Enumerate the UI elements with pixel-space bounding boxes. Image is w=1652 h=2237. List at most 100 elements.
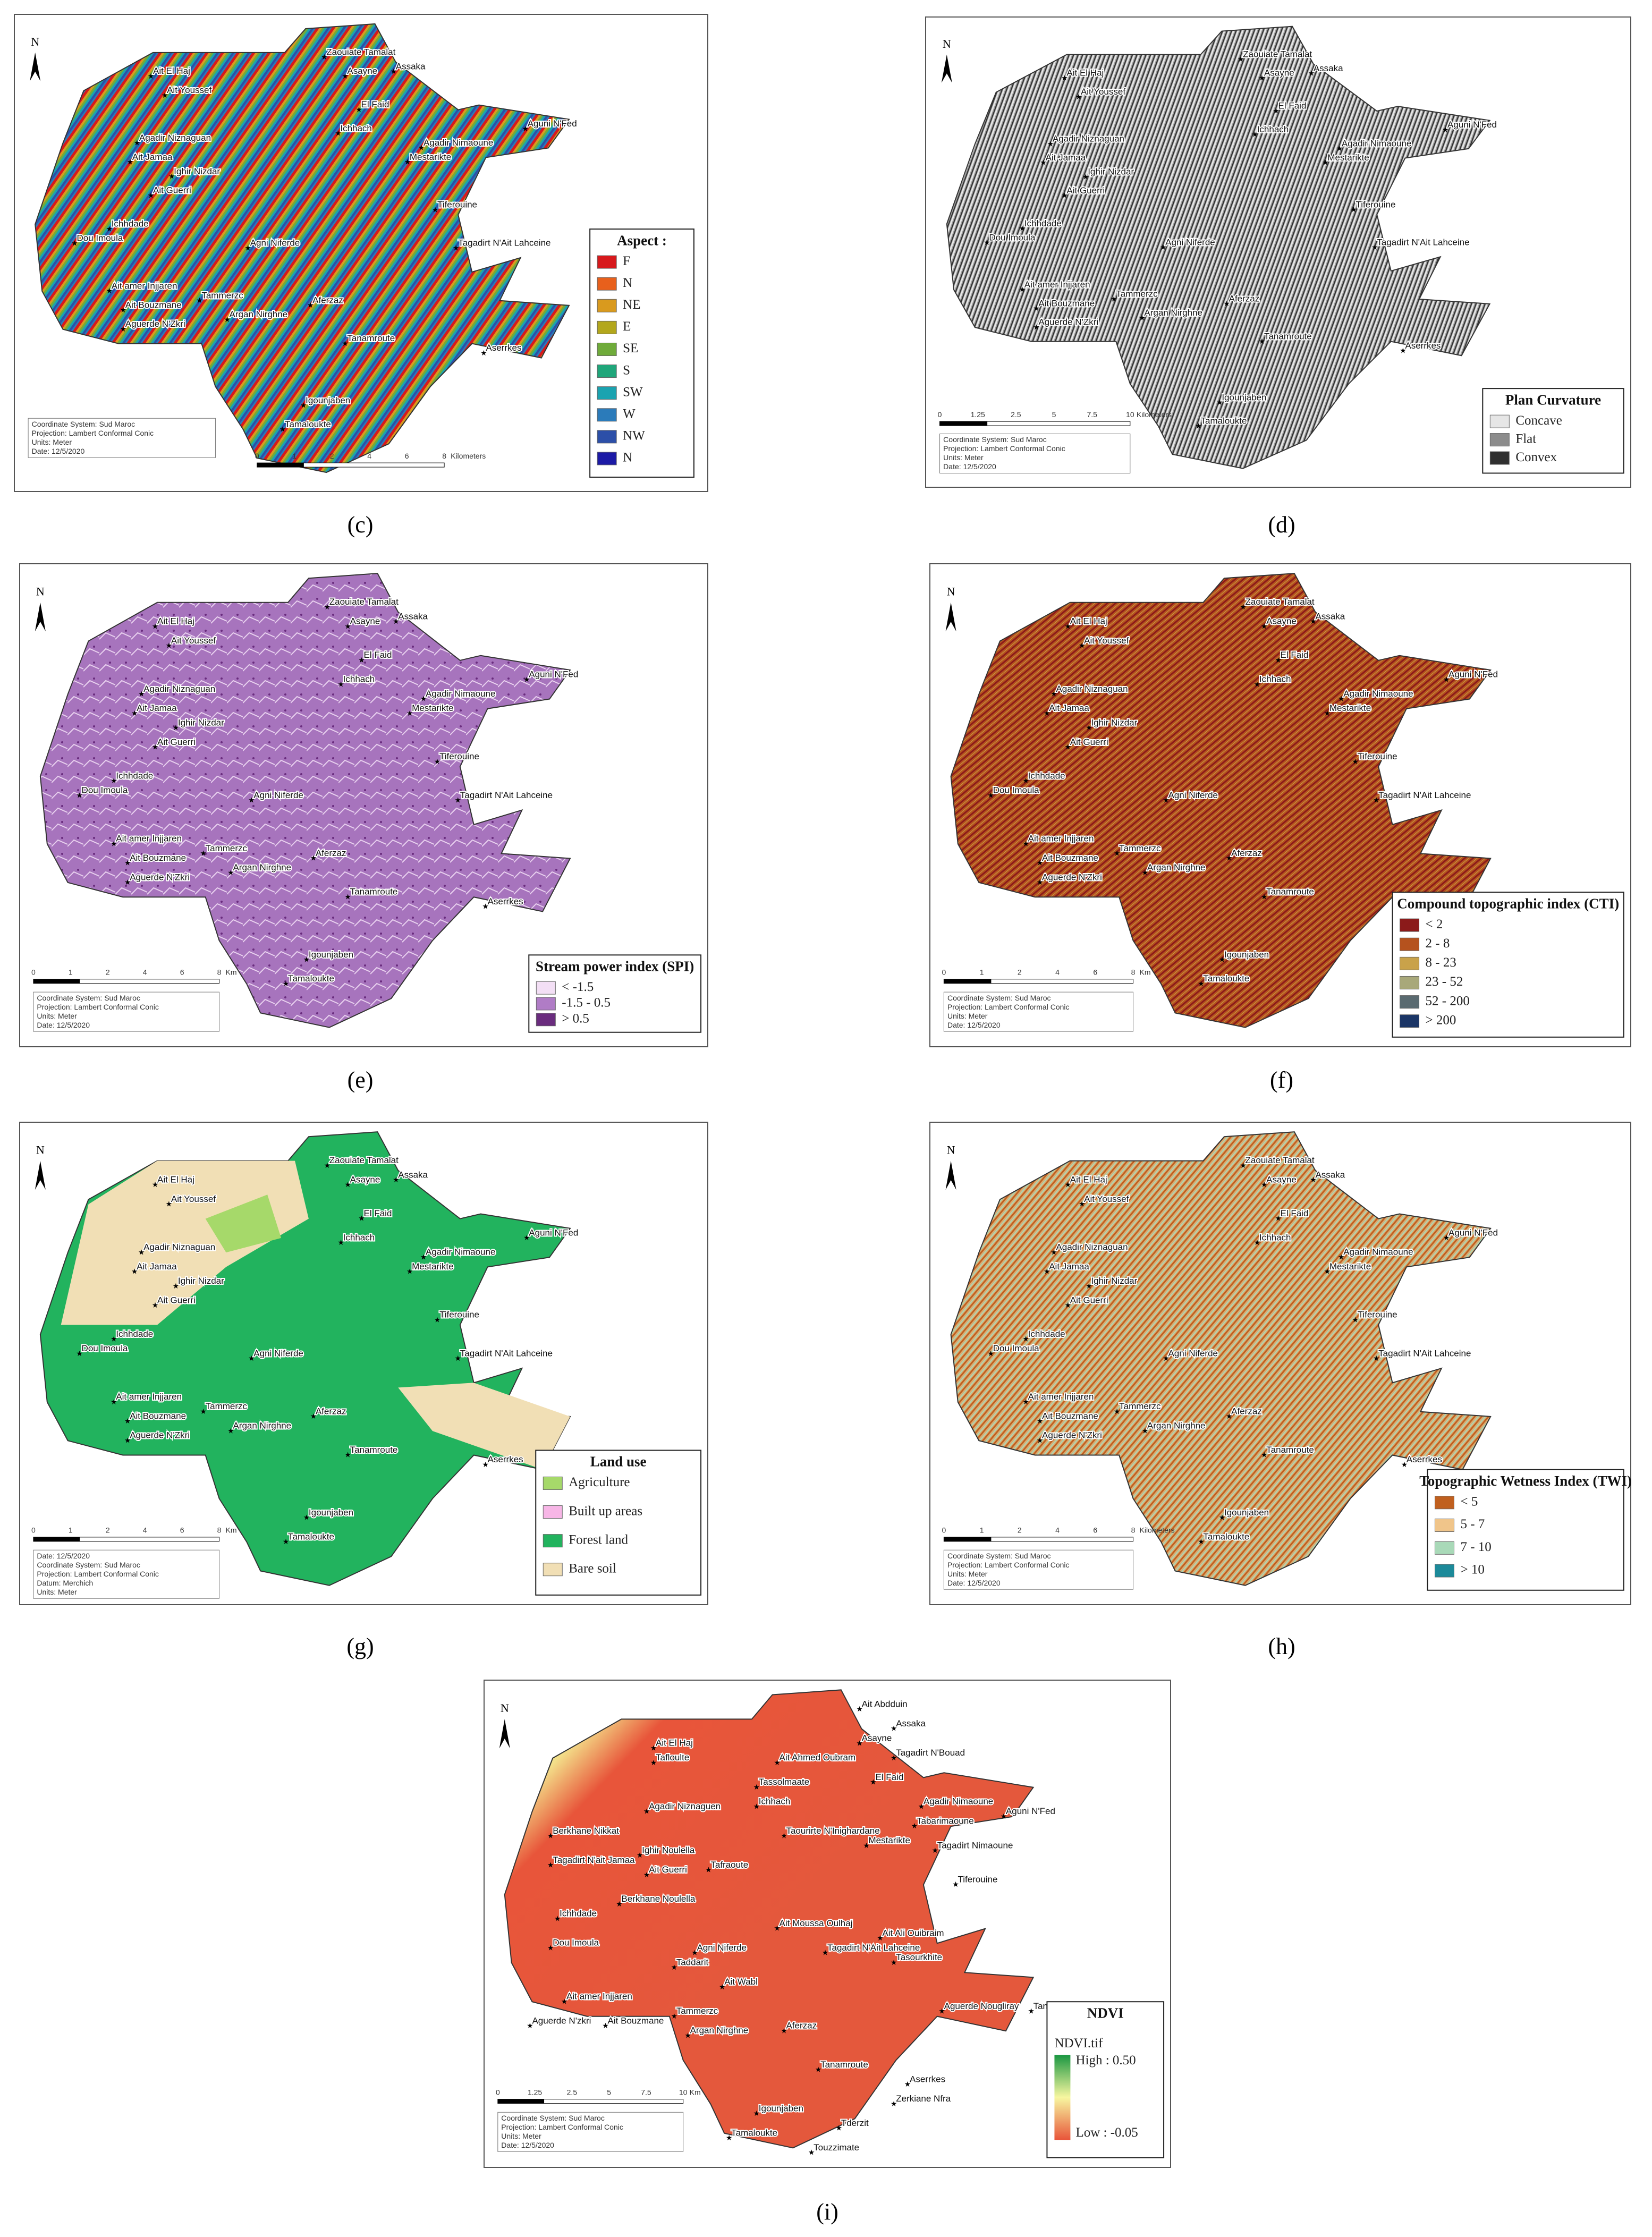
scale-label: 1.25: [528, 2088, 542, 2096]
place-label: Igounjaben: [306, 395, 350, 405]
place-label: Tanamroute: [820, 2060, 868, 2070]
place-label: Ichhach: [343, 674, 375, 684]
place-label: Tagadirt N'Ait Lahceine: [1378, 790, 1471, 800]
place-label: Ait El Haj: [1070, 616, 1107, 626]
place-label: Tanamroute: [347, 333, 395, 343]
place-label: Mestarikte: [412, 1261, 453, 1272]
place-label: Aferzaz: [1231, 1406, 1262, 1416]
place-marker: ★: [337, 681, 344, 689]
place-label: Tamaloukte: [1203, 1531, 1249, 1541]
place-label: Tagadirt N'Ait Lahceine: [1377, 237, 1469, 247]
place-label: Argan Nirghne: [1147, 1421, 1206, 1431]
scale-label: 7.5: [1087, 410, 1097, 419]
place-marker: ★: [1261, 1181, 1268, 1189]
north-arrow: [30, 52, 41, 81]
place-marker: ★: [200, 1408, 207, 1416]
place-marker: ★: [1338, 696, 1345, 704]
legend-swatch: [1400, 937, 1420, 951]
place-marker: ★: [1019, 225, 1026, 233]
place-label: Ait Jamaa: [1049, 703, 1089, 713]
legend-swatch: [1434, 1519, 1454, 1532]
place-label: Aserrkes: [486, 343, 521, 353]
place-label: Mestarikte: [869, 1835, 910, 1845]
place-label: Tammerzc: [676, 2006, 718, 2016]
place-marker: ★: [671, 1964, 677, 1972]
place-marker: ★: [643, 1808, 650, 1816]
place-marker: ★: [602, 2022, 609, 2030]
place-label: Agni Niferde: [1165, 237, 1215, 247]
place-label: Ait Youssef: [1084, 635, 1129, 646]
map-note: Coordinate System: Sud Maroc: [37, 1561, 140, 1569]
place-label: Dou Imoula: [77, 233, 123, 243]
place-label: Ait El Haj: [157, 616, 194, 626]
legend-label: E: [623, 319, 631, 334]
place-label: Ait Abdduin: [862, 1699, 908, 1709]
scale-label: 0: [942, 968, 946, 976]
place-label: Dou Imoula: [82, 1343, 128, 1353]
place-label: El Faid: [361, 99, 389, 109]
place-label: Asayne: [347, 66, 377, 76]
place-label: Aguni N'Fed: [1448, 670, 1498, 680]
place-marker: ★: [527, 2022, 533, 2030]
panel-caption: (c): [348, 512, 374, 538]
place-label: Aferzaz: [316, 848, 346, 858]
place-marker: ★: [1033, 324, 1040, 332]
scale-label: Kilometers: [451, 452, 486, 460]
map-note: Date: 12/5/2020: [947, 1579, 1001, 1587]
scale-label: 8: [1131, 1526, 1136, 1535]
place-label: Tammerzc: [206, 843, 248, 853]
place-marker: ★: [1079, 642, 1086, 650]
north-arrow: [945, 602, 956, 632]
panel-caption: (d): [1268, 512, 1295, 538]
place-marker: ★: [279, 426, 286, 434]
place-label: Tiferouine: [1358, 751, 1397, 761]
place-marker: ★: [1028, 2008, 1035, 2016]
place-label: Tafraoute: [710, 1860, 748, 1870]
place-label: Mestarikte: [1329, 703, 1371, 713]
north-label: N: [31, 35, 39, 48]
place-marker: ★: [753, 1803, 760, 1811]
place-label: Ichhdade: [112, 219, 149, 229]
legend-label: 2 - 8: [1426, 936, 1450, 951]
place-label: Dou Imoula: [993, 1343, 1039, 1353]
scale-label: Km: [1140, 968, 1151, 976]
place-marker: ★: [227, 869, 234, 877]
place-label: Tabarimaoune: [917, 1816, 974, 1826]
place-label: Igounjaben: [309, 1507, 353, 1518]
place-marker: ★: [434, 758, 441, 766]
legend-label: -1.5 - 0.5: [562, 996, 611, 1010]
map-panel: N★Zaouiate Tamalat★Asayne ★Assaka★Ait El …: [19, 563, 708, 1047]
study-area: [39, 573, 571, 1028]
place-marker: ★: [111, 1336, 117, 1344]
place-marker: ★: [324, 604, 331, 612]
place-label: Ait Bouzmane: [1042, 1411, 1098, 1421]
place-label: Ait Bouzmane: [1038, 298, 1095, 308]
notes-box: [943, 992, 1134, 1032]
place-label: Aguerde N'Zkri: [130, 872, 190, 882]
place-marker: ★: [244, 244, 251, 252]
place-marker: ★: [173, 1283, 180, 1291]
place-label: Tiferouine: [439, 1310, 479, 1320]
place-marker: ★: [774, 1759, 781, 1767]
place-label: Tagadirt N'Bouad: [896, 1748, 965, 1758]
legend-label: < 5: [1460, 1494, 1478, 1509]
place-marker: ★: [650, 1759, 657, 1767]
place-marker: ★: [1442, 126, 1449, 134]
north-label: N: [501, 1701, 509, 1715]
place-marker: ★: [1443, 1234, 1450, 1242]
place-marker: ★: [719, 1984, 726, 1992]
place-label: Aserrkes: [910, 2074, 945, 2084]
place-label: Assaka: [1314, 63, 1343, 73]
place-label: El Faid: [1278, 101, 1307, 111]
place-label: Ighir Nizdar: [1091, 1276, 1137, 1286]
place-label: Tagadirt N'Ait Lahceine: [460, 1348, 553, 1358]
north-arrow: [945, 1160, 956, 1190]
place-marker: ★: [1352, 1316, 1359, 1324]
place-marker: ★: [1195, 422, 1202, 430]
place-label: Aferzaz: [786, 2021, 817, 2031]
place-marker: ★: [1338, 1253, 1345, 1261]
place-label: Agni Niferde: [1168, 790, 1218, 800]
place-label: Aserrkes: [1407, 1454, 1442, 1464]
place-label: Tammerzc: [1119, 843, 1161, 853]
legend-swatch: [597, 365, 617, 378]
